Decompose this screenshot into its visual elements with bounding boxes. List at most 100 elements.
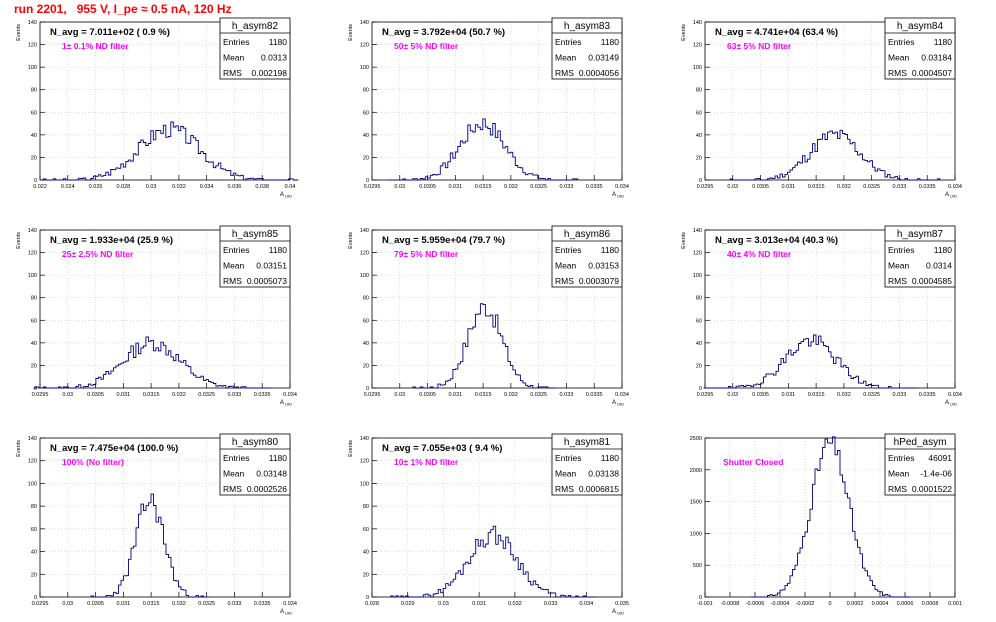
- x-axis-title: A UID: [612, 400, 624, 407]
- stats-key: Mean: [223, 261, 245, 271]
- stats-key: RMS: [223, 484, 242, 494]
- stats-box: h_asym84 Entries 1180 Mean 0.03184 RMS 0.00045…: [884, 17, 956, 80]
- y-tick-label: 80: [363, 88, 369, 94]
- x-tick-label: 0.031: [116, 601, 130, 607]
- stats-value: 0.002198: [252, 68, 288, 78]
- stats-value: 1180: [934, 245, 953, 255]
- x-tick-label: 0.033: [893, 392, 907, 398]
- stats-key: Mean: [888, 469, 910, 479]
- y-tick-label: 60: [363, 318, 369, 324]
- histogram-name: h_asym83: [564, 21, 611, 32]
- stats-key: Mean: [555, 261, 577, 271]
- y-tick-label: 100: [693, 65, 702, 71]
- y-tick-label: 120: [360, 43, 369, 49]
- stats-value: 1180: [601, 453, 620, 463]
- x-tick-label: 0.031: [448, 184, 462, 190]
- plot-frame: [371, 229, 623, 389]
- plot-frame: [371, 437, 623, 598]
- stats-value: 1180: [269, 453, 288, 463]
- y-tick-label: 20: [31, 572, 37, 578]
- histogram-pad-h_asym82: 0.022 0.024 0.026 0.028 0.03 0.032 0.034 0.036 0…: [16, 17, 299, 199]
- stats-key: Entries: [223, 37, 249, 47]
- x-axis-title: A UID: [612, 192, 624, 199]
- y-tick-label: 20: [363, 155, 369, 161]
- histogram-series: [729, 129, 941, 181]
- x-tick-label: 0.033: [544, 601, 558, 607]
- stats-value: 46091: [928, 453, 952, 463]
- navg-label: N_avg = 4.741e+04 (63.4 %): [715, 27, 838, 38]
- filter-label: 40± 4% ND filter: [727, 249, 792, 259]
- x-tick-label: 0.03: [62, 392, 73, 398]
- plot-frame: [704, 229, 956, 389]
- x-tick-label: 0.0295: [364, 392, 381, 398]
- y-tick-label: 80: [363, 504, 369, 510]
- stats-box: h_asym86 Entries 1180 Mean 0.03153 RMS 0.00030…: [551, 225, 623, 288]
- stats-key: RMS: [888, 68, 907, 78]
- x-tick-label: 0.03: [727, 184, 738, 190]
- histogram-series: [387, 118, 579, 181]
- histogram-name: h_asym87: [897, 229, 944, 240]
- plot-frame: [39, 437, 291, 598]
- stats-key: RMS: [888, 484, 907, 494]
- x-tick-label: 0.026: [89, 184, 103, 190]
- navg-label: N_avg = 7.011e+02 ( 0.9 %): [50, 27, 170, 38]
- histogram-name: h_asym86: [564, 229, 611, 240]
- y-tick-label: 140: [28, 228, 37, 234]
- y-axis-title: Events: [681, 232, 687, 249]
- y-tick-label: 60: [31, 110, 37, 116]
- x-tick-label: 0.031: [472, 601, 486, 607]
- navg-label: N_avg = 1.933e+04 (25.9 %): [50, 235, 173, 246]
- filter-label: 50± 5% ND filter: [394, 41, 459, 51]
- navg-label: N_avg = 3.013e+04 (40.3 %): [715, 235, 838, 246]
- x-tick-label: 0.0325: [863, 392, 880, 398]
- y-tick-label: 1000: [690, 531, 702, 537]
- x-tick-label: 0.031: [116, 392, 130, 398]
- x-tick-label: 0.03: [394, 392, 405, 398]
- y-axis-title: Events: [348, 232, 354, 249]
- navg-label: N_avg = 5.959e+04 (79.7 %): [382, 235, 505, 246]
- x-tick-label: 0.033: [893, 184, 907, 190]
- x-tick-label: -0.0006: [746, 601, 765, 607]
- stats-key: Entries: [555, 245, 581, 255]
- y-tick-label: 20: [363, 572, 369, 578]
- x-tick-label: 0.0305: [752, 392, 769, 398]
- y-tick-label: 0: [34, 595, 37, 601]
- x-tick-label: 0.033: [560, 184, 574, 190]
- y-tick-label: 40: [31, 341, 37, 347]
- x-tick-label: 0.032: [837, 392, 851, 398]
- stats-box: h_asym83 Entries 1180 Mean 0.03149 RMS 0.00040…: [551, 17, 623, 80]
- y-tick-label: 0: [366, 386, 369, 392]
- x-tick-label: 0.0335: [586, 184, 603, 190]
- x-tick-label: 0.033: [228, 392, 242, 398]
- stats-value: 0.0002526: [247, 484, 287, 494]
- histogram-pad-h_asym85: 0.0295 0.03 0.0305 0.031 0.0315 0.032 0.0325 0.…: [16, 225, 297, 407]
- histogram-name: h_asym82: [232, 21, 279, 32]
- x-tick-label: 0.034: [615, 392, 629, 398]
- histogram-pad-h_asym83: 0.0295 0.03 0.0305 0.031 0.0315 0.032 0.0325 0.…: [348, 17, 629, 199]
- stats-frame: [219, 433, 291, 496]
- stats-value: 0.0314: [926, 261, 952, 271]
- x-tick-label: 0.034: [283, 392, 297, 398]
- x-tick-label: 0.0305: [419, 184, 436, 190]
- y-tick-label: 120: [28, 251, 37, 257]
- x-tick-label: 0.001: [948, 601, 962, 607]
- x-tick-label: 0.0008: [922, 601, 939, 607]
- stats-value: 0.0001522: [912, 484, 952, 494]
- x-axis-title: A UID: [945, 192, 957, 199]
- stats-frame: [551, 225, 623, 288]
- stats-key: RMS: [888, 276, 907, 286]
- plot-frame: [371, 21, 623, 181]
- stats-key: Entries: [555, 453, 581, 463]
- filter-label: 100% (No filter): [62, 457, 124, 467]
- x-tick-label: 0.03: [727, 392, 738, 398]
- x-tick-label: 0.04: [285, 184, 296, 190]
- x-tick-label: 0.0305: [87, 392, 104, 398]
- stats-value: 0.03151: [256, 261, 287, 271]
- x-tick-label: 0.036: [228, 184, 242, 190]
- stats-key: Mean: [223, 469, 245, 479]
- stats-value: 0.0004585: [912, 276, 952, 286]
- histogram-series: [412, 303, 557, 389]
- histogram-pad-h_asym86: 0.0295 0.03 0.0305 0.031 0.0315 0.032 0.0325 0.…: [348, 225, 629, 407]
- filter-label: 63± 5% ND filter: [727, 41, 792, 51]
- stats-frame: [551, 433, 623, 496]
